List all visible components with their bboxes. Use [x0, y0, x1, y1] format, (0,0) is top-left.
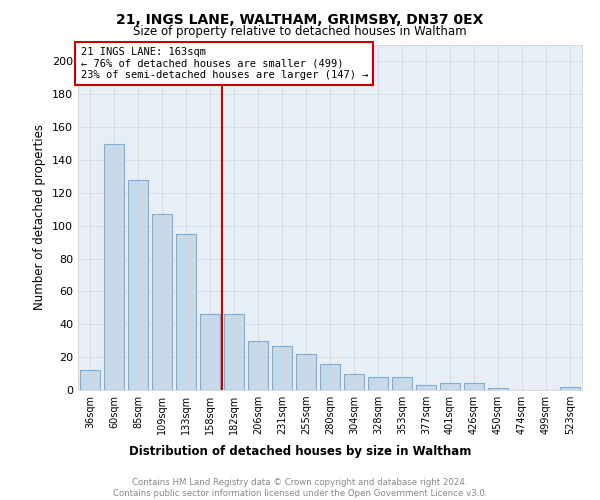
Bar [80, 370, 100, 390]
Text: Distribution of detached houses by size in Waltham: Distribution of detached houses by size … [129, 444, 471, 458]
Bar [320, 364, 340, 390]
Bar [296, 354, 316, 390]
Bar [344, 374, 364, 390]
Bar [488, 388, 508, 390]
Bar [224, 314, 244, 390]
Bar [272, 346, 292, 390]
Bar [104, 144, 124, 390]
Bar [200, 314, 220, 390]
Bar [464, 384, 484, 390]
Bar [392, 377, 412, 390]
Y-axis label: Number of detached properties: Number of detached properties [34, 124, 46, 310]
Bar [176, 234, 196, 390]
Bar [128, 180, 148, 390]
Bar [368, 377, 388, 390]
Text: Size of property relative to detached houses in Waltham: Size of property relative to detached ho… [133, 25, 467, 38]
Bar [560, 386, 580, 390]
Text: Contains HM Land Registry data © Crown copyright and database right 2024.
Contai: Contains HM Land Registry data © Crown c… [113, 478, 487, 498]
Bar [440, 384, 460, 390]
Text: 21, INGS LANE, WALTHAM, GRIMSBY, DN37 0EX: 21, INGS LANE, WALTHAM, GRIMSBY, DN37 0E… [116, 12, 484, 26]
Text: 21 INGS LANE: 163sqm
← 76% of detached houses are smaller (499)
23% of semi-deta: 21 INGS LANE: 163sqm ← 76% of detached h… [80, 46, 368, 80]
Bar [416, 385, 436, 390]
Bar [152, 214, 172, 390]
Bar [248, 340, 268, 390]
